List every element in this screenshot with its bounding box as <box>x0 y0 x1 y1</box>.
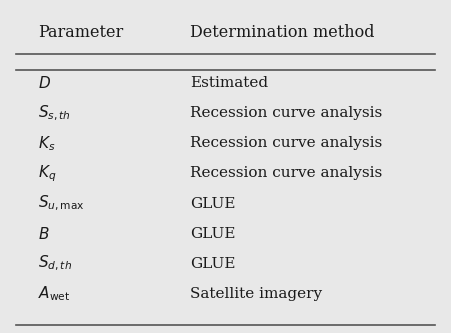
Text: $K_q$: $K_q$ <box>38 163 57 184</box>
Text: Recession curve analysis: Recession curve analysis <box>190 106 382 120</box>
Text: Satellite imagery: Satellite imagery <box>190 287 322 301</box>
Text: GLUE: GLUE <box>190 196 235 210</box>
Text: Estimated: Estimated <box>190 76 268 90</box>
Text: $K_s$: $K_s$ <box>38 134 56 153</box>
Text: Determination method: Determination method <box>190 24 374 41</box>
Text: Recession curve analysis: Recession curve analysis <box>190 166 382 180</box>
Text: $A_\mathrm{wet}$: $A_\mathrm{wet}$ <box>38 284 71 303</box>
Text: $S_{s,th}$: $S_{s,th}$ <box>38 104 71 123</box>
Text: $B$: $B$ <box>38 226 50 242</box>
Text: $D$: $D$ <box>38 75 51 91</box>
Text: $S_{d,th}$: $S_{d,th}$ <box>38 254 73 273</box>
Text: GLUE: GLUE <box>190 227 235 241</box>
Text: Recession curve analysis: Recession curve analysis <box>190 136 382 150</box>
Text: GLUE: GLUE <box>190 257 235 271</box>
Text: Parameter: Parameter <box>38 24 124 41</box>
Text: $S_{u,\mathrm{max}}$: $S_{u,\mathrm{max}}$ <box>38 194 85 213</box>
